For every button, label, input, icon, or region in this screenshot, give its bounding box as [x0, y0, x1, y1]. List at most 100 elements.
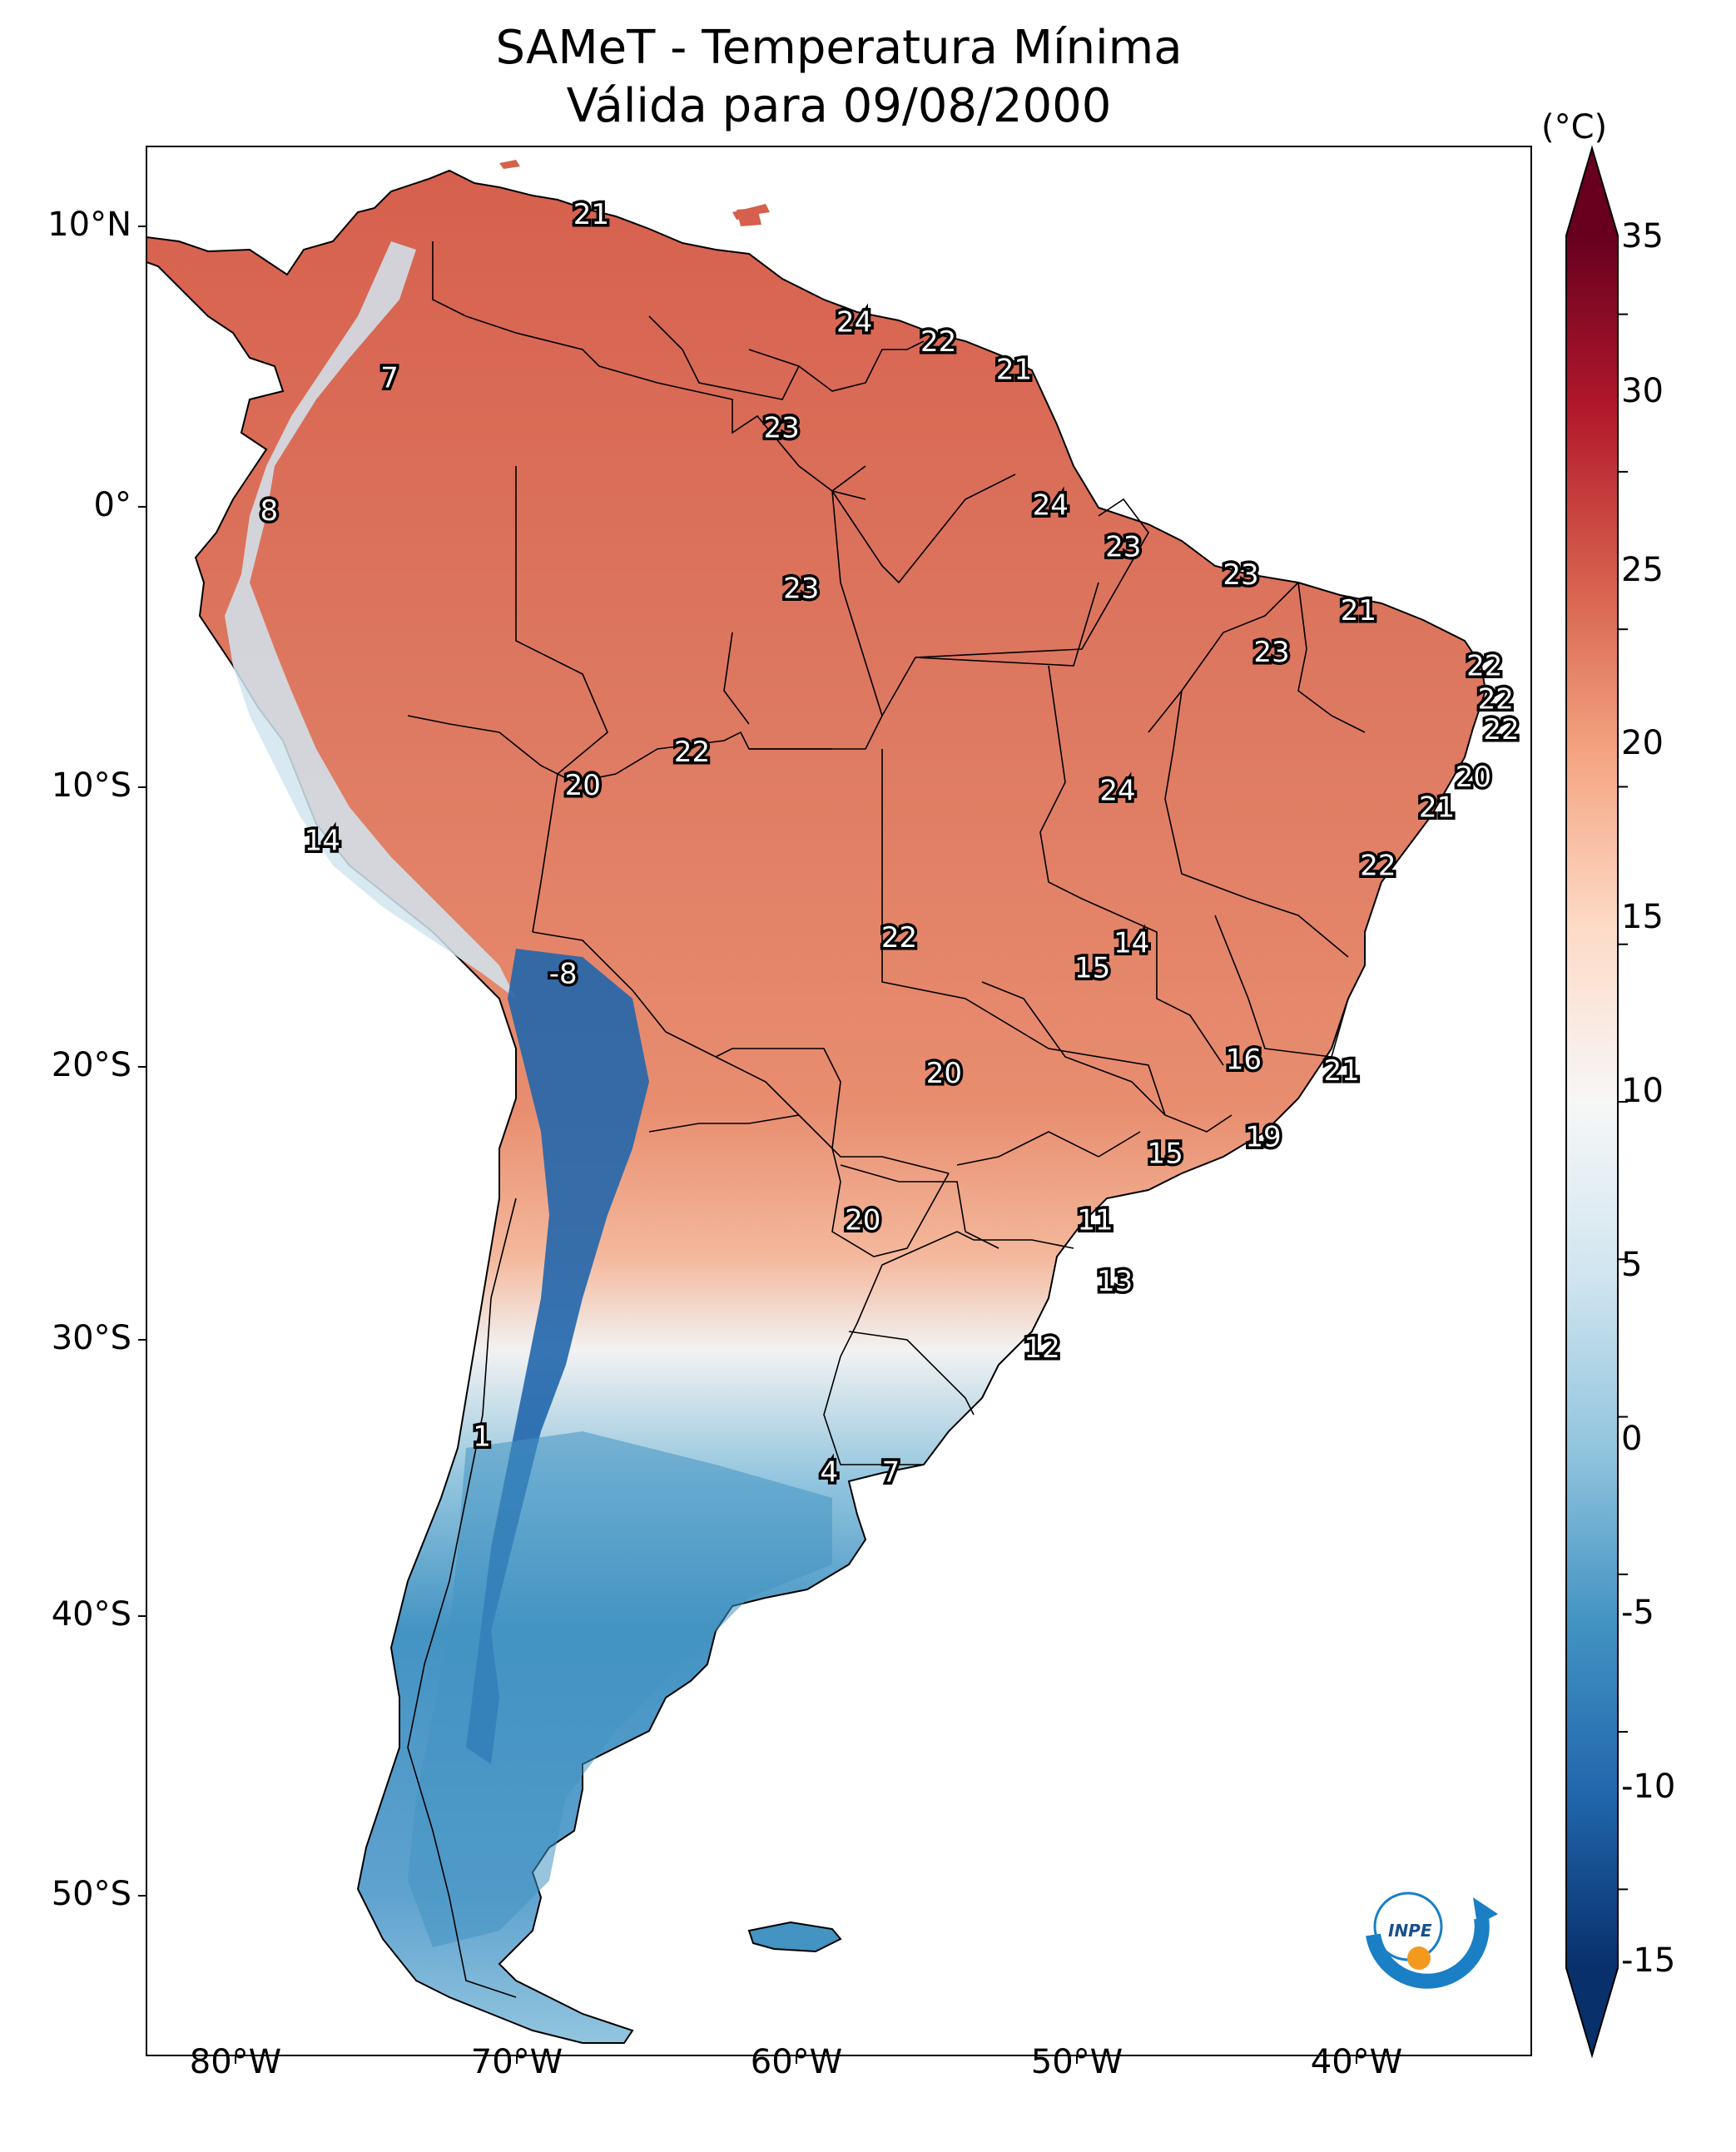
- andes-cold-zone: [225, 241, 516, 999]
- temperature-label-outline: 19: [1245, 1121, 1281, 1154]
- temperature-label: 22: [1483, 713, 1519, 746]
- temperature-label-outline: 14: [1114, 927, 1149, 960]
- lat-label-40s: 40°S: [51, 1595, 131, 1634]
- colorbar-tick-15: 15: [1621, 898, 1664, 936]
- temperature-label-outline: 24: [1033, 489, 1069, 523]
- colorbar-outline: [1565, 145, 1619, 2059]
- lat-label-0: 0°: [93, 486, 131, 524]
- colorbar-unit-label: (°C): [1541, 108, 1608, 146]
- temperature-label-outline: 21: [1324, 1054, 1360, 1088]
- temperature-label: 22: [1478, 683, 1514, 717]
- temperature-label-outline: 22: [1360, 849, 1396, 882]
- temperature-label-outline: 23: [764, 411, 800, 444]
- colorbar-tick-10: 10: [1621, 1072, 1664, 1110]
- temperature-label-outline: 23: [783, 572, 819, 605]
- temperature-label: 20: [926, 1057, 962, 1090]
- temperature-label: 24: [1099, 774, 1135, 807]
- falkland-islands: [747, 1921, 842, 1953]
- temperature-label: 21: [1419, 791, 1455, 824]
- map-title: SAMeT - Temperatura Mínima: [495, 21, 1183, 75]
- temperature-label: 21: [1341, 594, 1376, 627]
- temperature-label-outline: 23: [1223, 558, 1258, 592]
- temperature-label-outline: 14: [305, 824, 340, 857]
- temperature-label: 1: [473, 1420, 491, 1453]
- temperature-label-outline: 15: [1148, 1138, 1183, 1171]
- trinidad-island: [737, 208, 761, 226]
- south-america-landmass: [146, 169, 1487, 2044]
- temperature-label-outline: 16: [1226, 1044, 1262, 1077]
- temperature-label: 12: [1024, 1331, 1059, 1365]
- lon-label-70w: 70°W: [470, 2043, 563, 2081]
- temperature-label-outline: 21: [573, 198, 609, 231]
- temperature-label-outline: 21: [996, 353, 1032, 386]
- colorbar-tick-30: 30: [1621, 372, 1664, 410]
- colorbar-min-extension: [1566, 1968, 1618, 2055]
- temperature-label-outline: 20: [565, 769, 601, 802]
- temperature-label: 22: [881, 921, 917, 955]
- lon-label-60w: 60°W: [750, 2043, 843, 2081]
- temperature-label-outline: 24: [1099, 774, 1135, 807]
- temperature-label-outline: 23: [1105, 530, 1141, 563]
- temperature-label: 11: [1077, 1204, 1113, 1237]
- temperature-label: 15: [1074, 952, 1110, 985]
- lat-label-20s: 20°S: [51, 1046, 131, 1084]
- temperature-label: 22: [920, 325, 956, 359]
- temperature-label-outline: 22: [1483, 713, 1519, 746]
- temperature-label: 20: [1456, 761, 1491, 794]
- temperature-label: 7: [882, 1456, 900, 1490]
- temperature-label: -8: [549, 957, 578, 990]
- temperature-label-outline: 12: [1024, 1331, 1059, 1365]
- lat-label-50s: 50°S: [51, 1875, 131, 1913]
- temperature-label-outline: 11: [1077, 1204, 1113, 1237]
- colorbar-tick-minus5: -5: [1621, 1594, 1654, 1632]
- map-frame: [146, 146, 1532, 2056]
- temperature-label: 23: [764, 411, 800, 444]
- temperature-label-outline: 20: [926, 1057, 962, 1090]
- temperature-label-outline: 15: [1074, 952, 1110, 985]
- inpe-logo-text: INPE: [1388, 1921, 1432, 1941]
- temperature-label: 21: [573, 198, 609, 231]
- temperature-label-outline: 22: [1478, 683, 1514, 717]
- temperature-label: 16: [1226, 1044, 1262, 1077]
- lon-label-40w: 40°W: [1310, 2043, 1403, 2081]
- altiplano-cold-zone: [466, 949, 649, 1764]
- temperature-label-outline: 20: [845, 1204, 880, 1237]
- lon-label-80w: 80°W: [189, 2043, 282, 2081]
- colorbar-tick-minus10: -10: [1621, 1768, 1676, 1806]
- temperature-label: 23: [1253, 636, 1289, 669]
- temperature-label: 23: [1105, 530, 1141, 563]
- temperature-label-outline: 24: [836, 306, 872, 340]
- lat-label-10s: 10°S: [51, 766, 131, 805]
- temperature-label: 14: [1114, 927, 1149, 960]
- temperature-label: 21: [1324, 1054, 1360, 1088]
- axis-ticks: [138, 226, 1357, 2064]
- temperature-label-outline: 21: [1341, 594, 1376, 627]
- temperature-label: 7: [380, 361, 399, 394]
- lat-label-30s: 30°S: [51, 1319, 131, 1357]
- temperature-label: 13: [1097, 1265, 1133, 1298]
- colorbar-tick-25: 25: [1621, 551, 1664, 589]
- temperature-label-outline: 21: [1419, 791, 1455, 824]
- temperature-label-outline: 13: [1097, 1265, 1133, 1298]
- temperature-label-outline: 7: [380, 361, 399, 394]
- temperature-label-outline: 22: [920, 325, 956, 359]
- temperature-label: 23: [783, 572, 819, 605]
- colorbar-tick-0: 0: [1621, 1420, 1643, 1458]
- temperature-label: 24: [836, 306, 872, 340]
- lat-label-10n: 10°N: [47, 206, 131, 244]
- map-area: [146, 160, 1487, 2044]
- colorbar-tick-minus15: -15: [1621, 1941, 1676, 1980]
- temperature-label-outline: 1: [473, 1420, 491, 1453]
- temperature-label: 22: [1360, 849, 1396, 882]
- temperature-label: 14: [305, 824, 340, 857]
- colorbar: [1565, 145, 1628, 2059]
- temperature-label: 22: [1466, 650, 1502, 683]
- temperature-label-outline: 22: [1466, 650, 1502, 683]
- temperature-label: 24: [1033, 489, 1069, 523]
- political-borders: [407, 241, 1366, 1998]
- temperature-label: 15: [1148, 1138, 1183, 1171]
- temperature-label: 4: [821, 1456, 839, 1490]
- colorbar-tick-20: 20: [1621, 724, 1664, 762]
